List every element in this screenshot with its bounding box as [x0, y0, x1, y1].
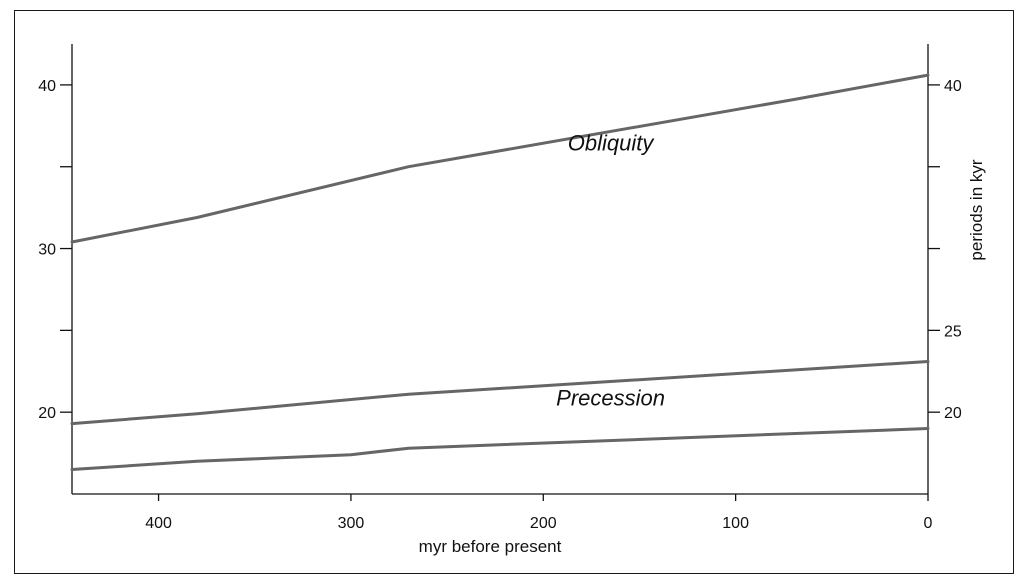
- annotation-obliquity: Obliquity: [568, 130, 656, 155]
- label-layer: myr before present periods in kyr Obliquit…: [419, 130, 986, 556]
- right-tick-label: 25: [944, 323, 962, 340]
- x-axis-title: myr before present: [419, 537, 562, 556]
- x-tick-label: 400: [145, 515, 172, 532]
- left-tick-label: 40: [38, 78, 56, 95]
- figure-frame: [14, 10, 1014, 574]
- series-line-2: [70, 360, 930, 426]
- axes: 400 300 200 100 0 40 30 20 40 25 20: [38, 44, 962, 532]
- x-tick-label: 200: [530, 515, 557, 532]
- series-line-3: [70, 427, 930, 471]
- x-tick-label: 0: [924, 515, 933, 532]
- left-tick-label: 20: [38, 405, 56, 422]
- right-axis-title: periods in kyr: [967, 159, 986, 260]
- left-tick-label: 30: [38, 242, 56, 259]
- right-tick-label: 40: [944, 78, 962, 95]
- series-line-1: [70, 73, 930, 244]
- x-tick-label: 100: [722, 515, 749, 532]
- x-tick-label: 300: [338, 515, 365, 532]
- series-layer: [70, 73, 930, 471]
- right-tick-label: 20: [944, 405, 962, 422]
- annotation-precession: Precession: [556, 386, 665, 411]
